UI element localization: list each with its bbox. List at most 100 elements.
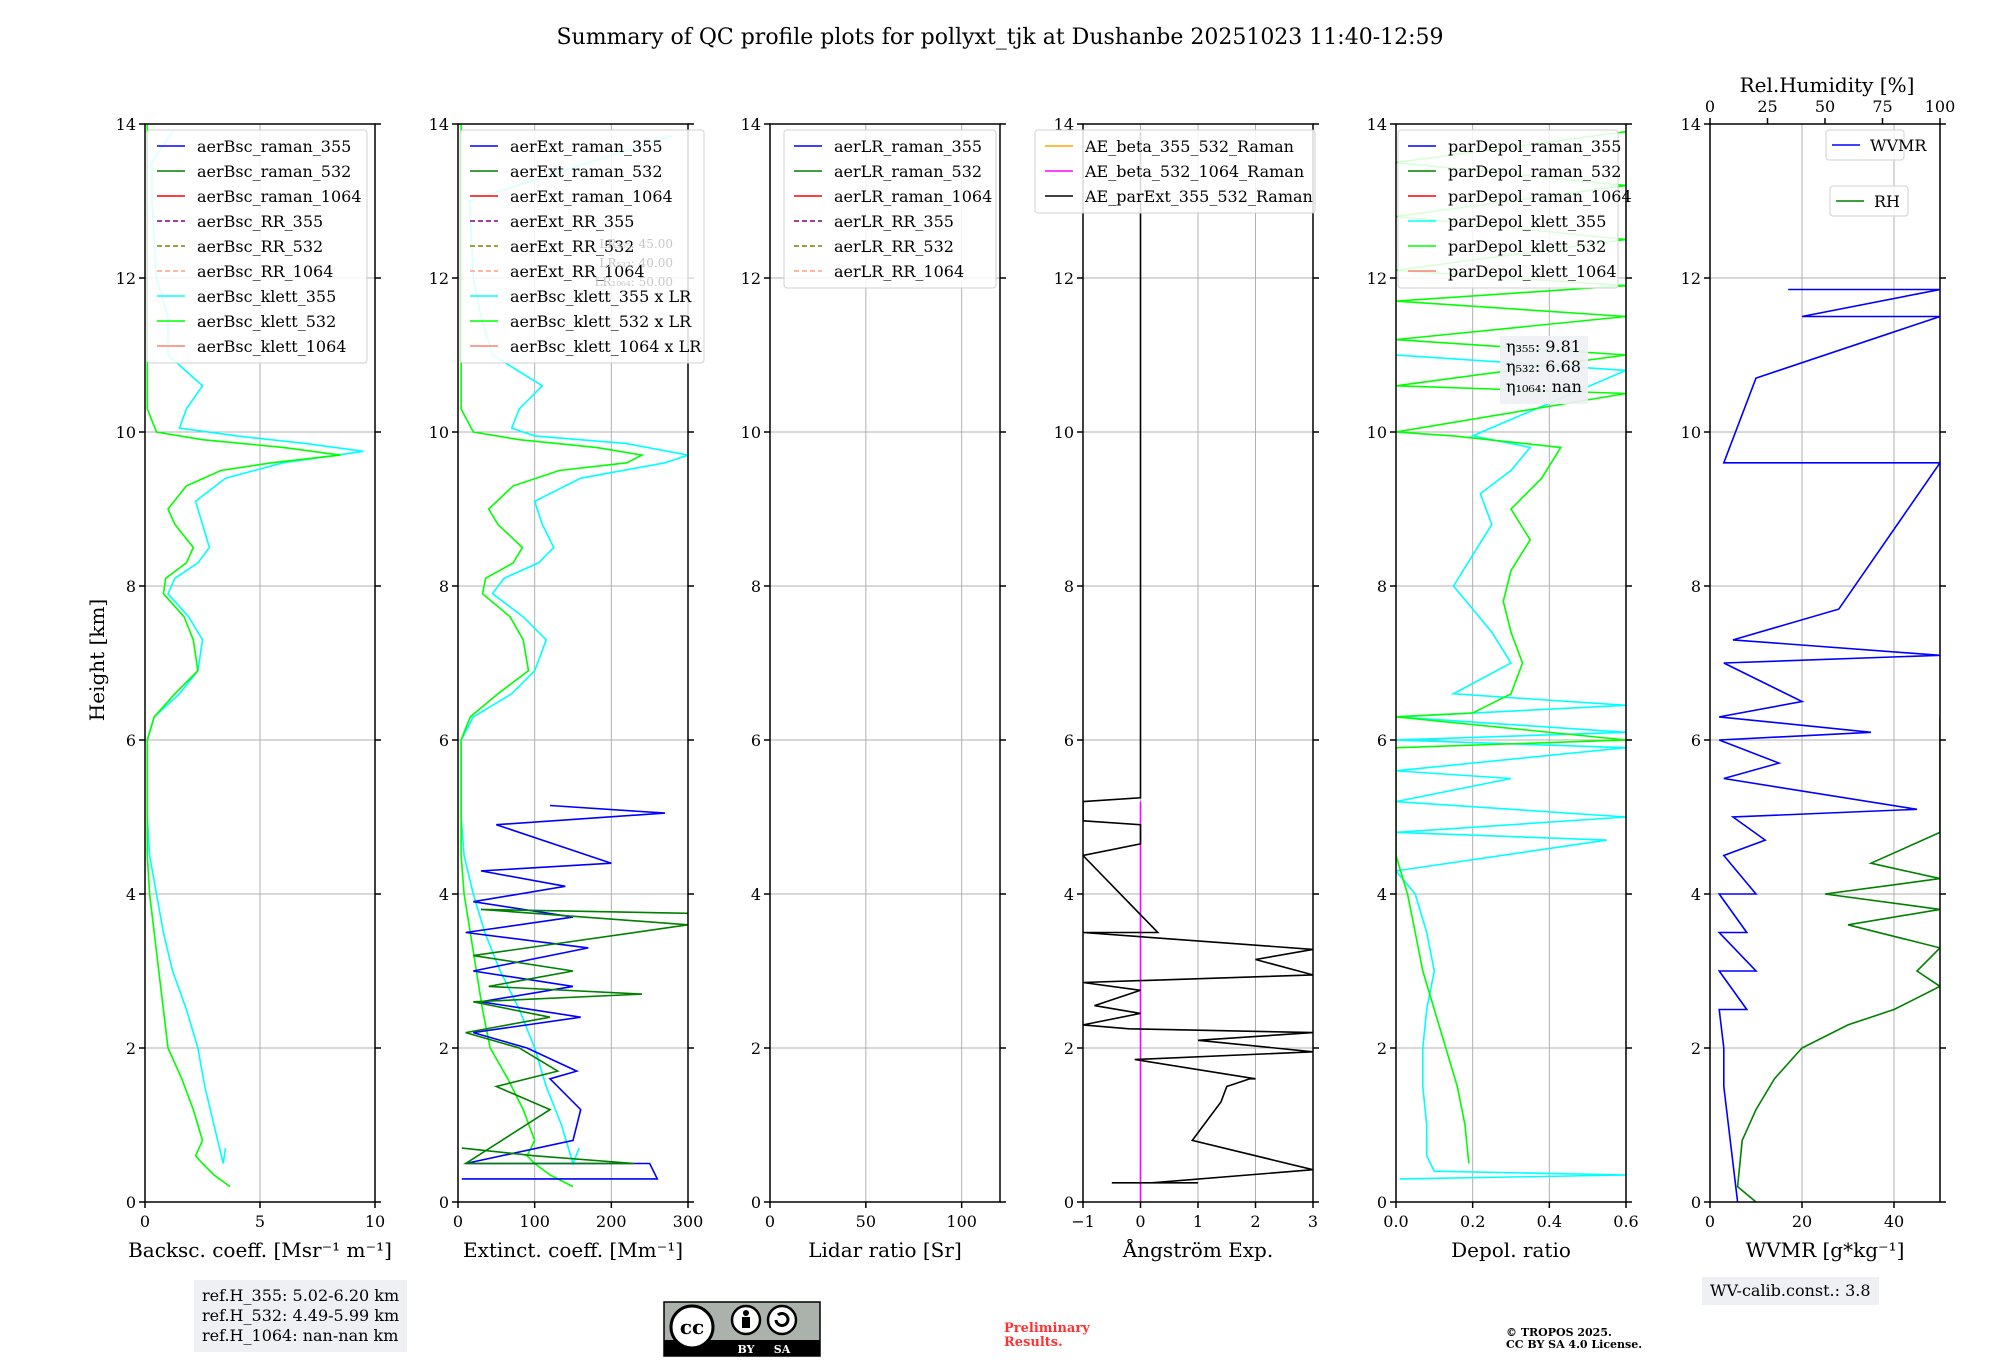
panel-depolarization: 0.0 0.2 0.4 0.6 0 2 4 6 8 10 12 14 Depol. ratio parDe… (1367, 115, 1639, 1262)
panel-backscatter: 0 5 10 0 2 4 6 8 10 12 14 Backsc. coeff. [Msr⁻¹ m⁻¹… (116, 115, 392, 1262)
legend-frame (1397, 129, 1619, 289)
legend-label: parDepol_raman_1064 (1448, 187, 1632, 206)
legend-label: aerBsc_raman_355 (197, 137, 351, 156)
x-tick-label: 5 (255, 1212, 265, 1231)
legend-label: aerLR_RR_355 (834, 212, 954, 231)
legend-label: aerBsc_klett_355 x LR (510, 287, 692, 306)
series-line-aerBsc_klett_355 (146, 131, 364, 1164)
y-tick-label: 10 (1054, 423, 1074, 442)
legend-box: aerExt_raman_355 aerExt_raman_532 aerExt_r… (459, 129, 705, 364)
y-tick-label: 2 (126, 1039, 136, 1058)
x-axis-label: WVMR [g*kg⁻¹] (1746, 1238, 1905, 1262)
top-x-tick-label: 50 (1815, 97, 1835, 116)
panel-extinction: 0 100 200 300 0 2 4 6 8 10 12 14 Extinct. coeff. [Mm… (429, 115, 705, 1262)
legend-box: aerLR_raman_355 aerLR_raman_532 aerLR_rama… (783, 129, 997, 289)
x-axis-label: Extinct. coeff. [Mm⁻¹] (463, 1238, 683, 1262)
y-tick-label: 0 (751, 1193, 761, 1212)
lr-label: LR₃₅₅: 45.00 (599, 237, 673, 251)
legend-box: aerBsc_raman_355 aerBsc_raman_532 aerBsc_r… (146, 129, 368, 364)
y-tick-label: 6 (1064, 731, 1074, 750)
x-tick-label: 2 (1250, 1212, 1260, 1231)
lr-label: LR₁₀₆₄: 50.00 (595, 275, 673, 289)
wv-calib-box: WV-calib.const.: 3.8 (1702, 1277, 1879, 1305)
y-tick-label: 8 (1377, 577, 1387, 596)
legend-label: aerLR_raman_355 (834, 137, 982, 156)
x-axis-label: Ångström Exp. (1122, 1237, 1273, 1262)
legend-label: aerExt_raman_532 (510, 162, 663, 181)
eta-label: η₃₅₅: 9.81 (1506, 337, 1581, 356)
x-tick-label: 0 (765, 1212, 775, 1231)
cc-license-badge: cc BY SA (663, 1301, 821, 1357)
preliminary-line2: Results. (1004, 1335, 1063, 1350)
y-tick-label: 6 (1691, 731, 1701, 750)
top-x-tick-label: 25 (1757, 97, 1777, 116)
x-tick-label: 10 (365, 1212, 385, 1231)
axes-frame (144, 123, 376, 1203)
ref-h-532: ref.H_532: 4.49-5.99 km (202, 1306, 400, 1325)
legend-label: aerExt_RR_355 (510, 212, 634, 231)
y-tick-label: 0 (1064, 1193, 1074, 1212)
y-tick-label: 2 (1691, 1039, 1701, 1058)
y-tick-label: 12 (741, 269, 761, 288)
x-tick-label: 0 (453, 1212, 463, 1231)
legend-label: aerBsc_RR_532 (197, 237, 323, 256)
series-line-parDepol_klett_355 (1396, 354, 1626, 1180)
top-axis-label: Rel.Humidity [%] (1740, 73, 1915, 97)
legend-label: RH (1874, 192, 1900, 211)
y-tick-label: 2 (1377, 1039, 1387, 1058)
x-tick-label: 0 (1705, 1212, 1715, 1231)
ref-h-355: ref.H_355: 5.02-6.20 km (202, 1286, 400, 1305)
y-axis-label: Height [km] (85, 599, 109, 721)
legend-box: WVMR (1825, 129, 1927, 161)
badge-by: BY (738, 1343, 755, 1356)
copyright-line1: © TROPOS 2025. (1506, 1326, 1612, 1339)
legend-frame (459, 129, 705, 364)
legend-label: aerBsc_klett_355 (197, 287, 336, 306)
series-line-AE_parExt_355_532_Raman (1083, 131, 1313, 1184)
y-tick-label: 6 (751, 731, 761, 750)
legend-label: aerBsc_klett_1064 (197, 337, 346, 356)
x-tick-label: −1 (1071, 1212, 1095, 1231)
legend-box: RH (1829, 185, 1909, 217)
cc-icon (669, 1304, 715, 1350)
y-tick-label: 12 (429, 269, 449, 288)
legend-label: aerBsc_klett_532 (197, 312, 336, 331)
legend-label: parDepol_raman_355 (1448, 137, 1621, 156)
legend-label: aerLR_raman_1064 (834, 187, 992, 206)
y-tick-label: 8 (126, 577, 136, 596)
y-tick-label: 6 (439, 731, 449, 750)
series-line-aerExt_raman_355 (461, 804, 666, 1180)
preliminary-line1: Preliminary (1004, 1321, 1090, 1336)
y-tick-label: 12 (1054, 269, 1074, 288)
legend-label: AE_beta_532_1064_Raman (1084, 162, 1304, 181)
x-tick-label: 3 (1308, 1212, 1318, 1231)
wv-calib-const: WV-calib.const.: 3.8 (1710, 1281, 1871, 1300)
legend-box: parDepol_raman_355 parDepol_raman_532 parD… (1397, 129, 1632, 289)
series-line-aerBsc_klett_532 (146, 124, 341, 1188)
panel-water_vapor: 0 20 40 0 2 4 6 8 10 12 14 WVMR [g*kg⁻¹] 0 25 50 75 100 R… (1681, 73, 1956, 1262)
y-tick-label: 8 (751, 577, 761, 596)
y-tick-label: 4 (439, 885, 449, 904)
legend-frame (783, 129, 997, 289)
y-tick-label: 14 (1054, 115, 1074, 134)
y-tick-label: 10 (1367, 423, 1387, 442)
top-x-tick-label: 100 (1925, 97, 1956, 116)
y-tick-label: 10 (116, 423, 136, 442)
x-tick-label: 100 (519, 1212, 550, 1231)
lr-label: LR₅₃₂: 40.00 (599, 256, 673, 270)
x-tick-label: 0 (1135, 1212, 1145, 1231)
legend-label: aerLR_raman_532 (834, 162, 982, 181)
legend-box: AE_beta_355_532_Raman AE_beta_532_1064_Ra… (1034, 129, 1316, 214)
share-alike-icon (766, 1304, 798, 1336)
y-tick-label: 4 (1064, 885, 1074, 904)
series-line-WVMR (1717, 288, 1940, 1202)
y-tick-label: 12 (116, 269, 136, 288)
x-tick-label: 0.4 (1537, 1212, 1562, 1231)
legend-label: parDepol_klett_355 (1448, 212, 1606, 231)
y-tick-label: 8 (439, 577, 449, 596)
y-tick-label: 4 (751, 885, 761, 904)
y-tick-label: 6 (1377, 731, 1387, 750)
y-tick-label: 4 (126, 885, 136, 904)
eta-box (1500, 336, 1588, 404)
top-x-tick-label: 0 (1705, 97, 1715, 116)
